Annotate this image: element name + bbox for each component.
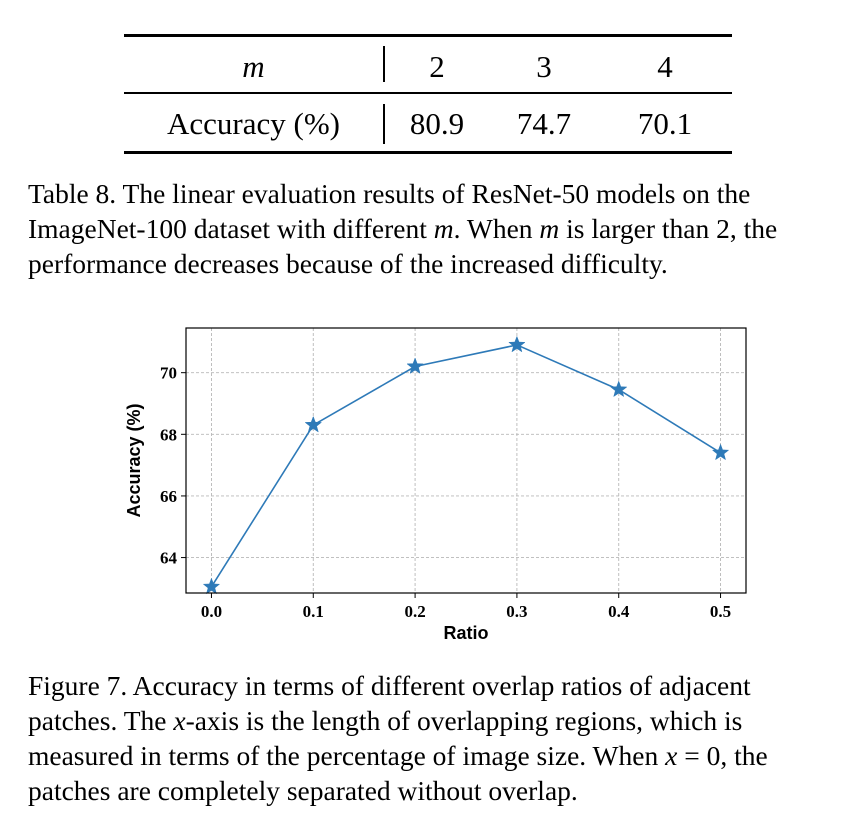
plot-frame — [185, 327, 747, 594]
table-caption-text: . When — [453, 213, 540, 244]
y-tick-label: 64 — [160, 549, 178, 568]
figure-caption-text: -axis is the length of overlapping regio… — [28, 705, 743, 771]
table-cell: 80.9 — [409, 106, 465, 141]
data-point-star — [609, 380, 628, 398]
table-mid-rule — [124, 92, 732, 94]
table-column-separator — [383, 46, 385, 82]
data-point-star — [508, 335, 526, 353]
y-tick-label: 68 — [160, 425, 177, 444]
results-table: m 2 3 4 Accuracy (%) 80.9 74.7 70.1 — [124, 34, 732, 154]
table-header-cell: 3 — [536, 49, 552, 84]
math-variable: m — [539, 213, 560, 244]
table-caption-text: is larger than 2, the performance decrea… — [28, 213, 778, 279]
x-tick-label: 0.1 — [303, 602, 324, 621]
data-point-star — [304, 415, 323, 433]
table-header-cell: 4 — [657, 49, 673, 84]
math-equation: = 0 — [677, 740, 721, 771]
x-axis-label: Ratio — [444, 623, 489, 643]
table-cell: 70.1 — [637, 106, 693, 141]
data-point-star — [406, 357, 424, 374]
x-tick-label: 0.4 — [608, 602, 630, 621]
y-tick-label: 70 — [160, 364, 177, 383]
chart-grid — [186, 328, 746, 593]
table-caption-text: Table 8. The linear evaluation results o… — [28, 178, 751, 244]
x-tick-label: 0.3 — [506, 602, 527, 621]
chart-series — [210, 344, 721, 588]
x-tick-label: 0.2 — [404, 602, 425, 621]
figure-caption: Figure 7. Accuracy in terms of different… — [28, 668, 840, 808]
series-line — [210, 344, 721, 588]
table-row-label: Accuracy (%) — [167, 106, 340, 141]
y-axis-label: Accuracy (%) — [124, 403, 144, 517]
y-tick-label: 66 — [160, 487, 177, 506]
table-cell: 74.7 — [516, 106, 572, 141]
accuracy-line-chart: 0.0 0.1 0.2 0.3 0.4 0.5 64 66 68 70 Ratio Accurac… — [124, 327, 747, 643]
math-variable: x — [665, 740, 678, 771]
x-tick-label: 0.5 — [710, 602, 731, 621]
chart-ticks: 0.0 0.1 0.2 0.3 0.4 0.5 64 66 68 70 — [160, 364, 731, 621]
table-column-separator — [383, 104, 385, 144]
table-caption: Table 8. The linear evaluation results o… — [28, 176, 840, 281]
table-header-cell: 2 — [429, 49, 445, 84]
data-point-star — [202, 577, 221, 595]
table-header-label: m — [242, 49, 265, 84]
math-variable: m — [433, 213, 454, 244]
table-top-rule — [124, 34, 732, 37]
chart-markers — [202, 335, 730, 595]
data-point-star — [711, 443, 730, 461]
figure-caption-text: Figure 7. Accuracy in terms of different… — [28, 670, 751, 736]
figure-caption-text: , the patches are completely separated w… — [28, 740, 768, 806]
table-bottom-rule — [124, 151, 732, 154]
math-variable: x — [173, 705, 186, 736]
x-tick-label: 0.0 — [201, 602, 222, 621]
